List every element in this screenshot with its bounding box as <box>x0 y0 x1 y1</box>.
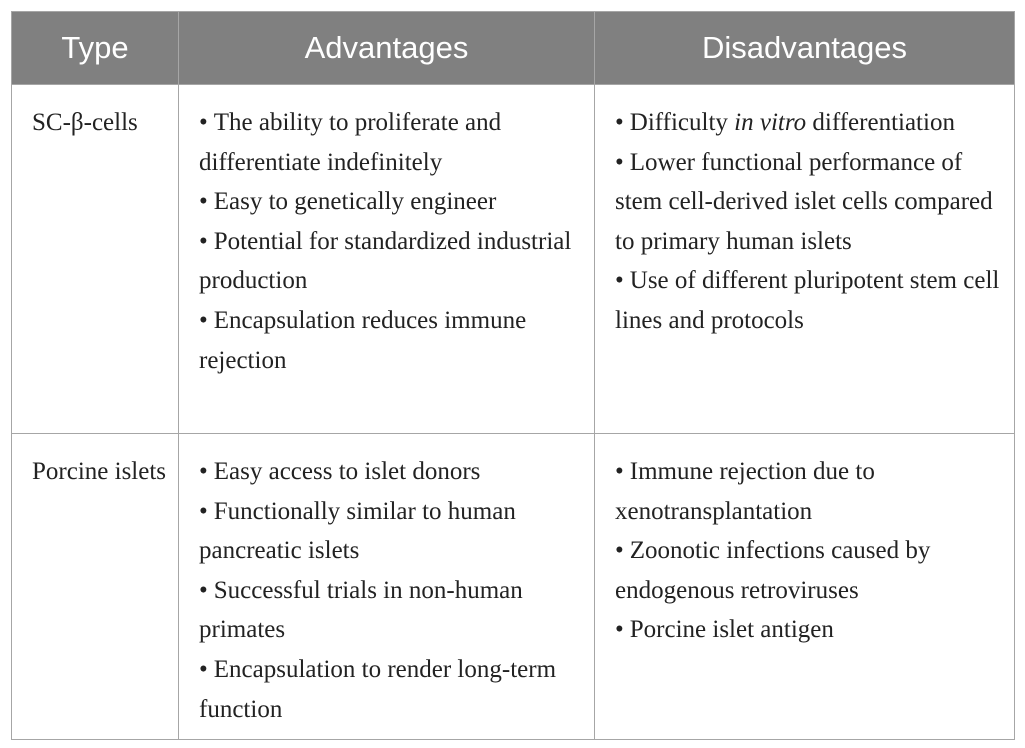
table-row-sc-beta-cells: SC-β-cells •The ability to proliferate a… <box>12 85 1015 434</box>
list-item-text: Successful trials in non-human primates <box>199 577 523 644</box>
list-item: •Use of different pluripotent stem cell … <box>615 261 1004 340</box>
disadvantages-cell: •Difficulty in vitro differentiation •Lo… <box>595 85 1015 434</box>
list-item: •Encapsulation to render long-term funct… <box>199 650 584 729</box>
table-body: SC-β-cells •The ability to proliferate a… <box>12 85 1015 740</box>
list-item: •Zoonotic infections caused by endogenou… <box>615 531 1004 610</box>
disadvantages-list: •Immune rejection due to xenotransplanta… <box>615 452 1004 650</box>
disadvantages-list: •Difficulty in vitro differentiation •Lo… <box>615 103 1004 341</box>
header-row: Type Advantages Disadvantages <box>12 12 1015 85</box>
advantages-cell: •Easy access to islet donors •Functional… <box>179 434 595 740</box>
bullet-icon: • <box>615 267 624 294</box>
bullet-icon: • <box>615 109 624 136</box>
bullet-icon: • <box>199 577 208 604</box>
list-item: •Potential for standardized industrial p… <box>199 222 584 301</box>
list-item: •Successful trials in non-human primates <box>199 571 584 650</box>
bullet-icon: • <box>199 656 208 683</box>
list-item: •Lower functional performance of stem ce… <box>615 143 1004 262</box>
list-item: •Immune rejection due to xenotransplanta… <box>615 452 1004 531</box>
list-item-text: Zoonotic infections caused by endogenous… <box>615 537 930 604</box>
list-item: •Difficulty in vitro differentiation <box>615 103 1004 143</box>
table-header: Type Advantages Disadvantages <box>12 12 1015 85</box>
list-item: •Functionally similar to human pancreati… <box>199 492 584 571</box>
type-cell: Porcine islets <box>12 434 179 740</box>
list-item: •Easy to genetically engineer <box>199 182 584 222</box>
comparison-table: Type Advantages Disadvantages SC-β-cells… <box>11 11 1015 740</box>
list-item-text: Easy to genetically engineer <box>214 188 497 215</box>
list-item: •Encapsulation reduces immune rejection <box>199 301 584 380</box>
list-item-text: Functionally similar to human pancreatic… <box>199 498 516 565</box>
disadvantages-cell: •Immune rejection due to xenotransplanta… <box>595 434 1015 740</box>
advantages-list: •Easy access to islet donors •Functional… <box>199 452 584 729</box>
header-type: Type <box>12 12 179 85</box>
bullet-icon: • <box>199 109 208 136</box>
list-item-text: Immune rejection due to xenotransplantat… <box>615 458 875 525</box>
list-item-text: Easy access to islet donors <box>214 458 481 485</box>
list-item: •Porcine islet antigen <box>615 610 1004 650</box>
advantages-list: •The ability to proliferate and differen… <box>199 103 584 380</box>
list-item-text: The ability to proliferate and different… <box>199 109 501 176</box>
type-cell: SC-β-cells <box>12 85 179 434</box>
bullet-icon: • <box>615 458 624 485</box>
advantages-cell: •The ability to proliferate and differen… <box>179 85 595 434</box>
list-item-text-italic: in vitro <box>734 109 806 136</box>
bullet-icon: • <box>615 537 624 564</box>
bullet-icon: • <box>199 228 208 255</box>
bullet-icon: • <box>199 458 208 485</box>
bullet-icon: • <box>199 188 208 215</box>
table-row-porcine-islets: Porcine islets •Easy access to islet don… <box>12 434 1015 740</box>
header-disadvantages: Disadvantages <box>595 12 1015 85</box>
bullet-icon: • <box>199 307 208 334</box>
list-item: •Easy access to islet donors <box>199 452 584 492</box>
list-item-text-before: Difficulty <box>630 109 734 136</box>
bullet-icon: • <box>615 149 624 176</box>
list-item-text: Use of different pluripotent stem cell l… <box>615 267 999 334</box>
header-advantages: Advantages <box>179 12 595 85</box>
list-item-text: Potential for standardized industrial pr… <box>199 228 571 295</box>
bullet-icon: • <box>199 498 208 525</box>
list-item-text: Porcine islet antigen <box>630 616 834 643</box>
list-item: •The ability to proliferate and differen… <box>199 103 584 182</box>
list-item-text: Encapsulation to render long-term functi… <box>199 656 556 723</box>
list-item-text: Encapsulation reduces immune rejection <box>199 307 526 374</box>
list-item-text: Lower functional performance of stem cel… <box>615 149 993 255</box>
list-item-text-after: differentiation <box>806 109 955 136</box>
bullet-icon: • <box>615 616 624 643</box>
